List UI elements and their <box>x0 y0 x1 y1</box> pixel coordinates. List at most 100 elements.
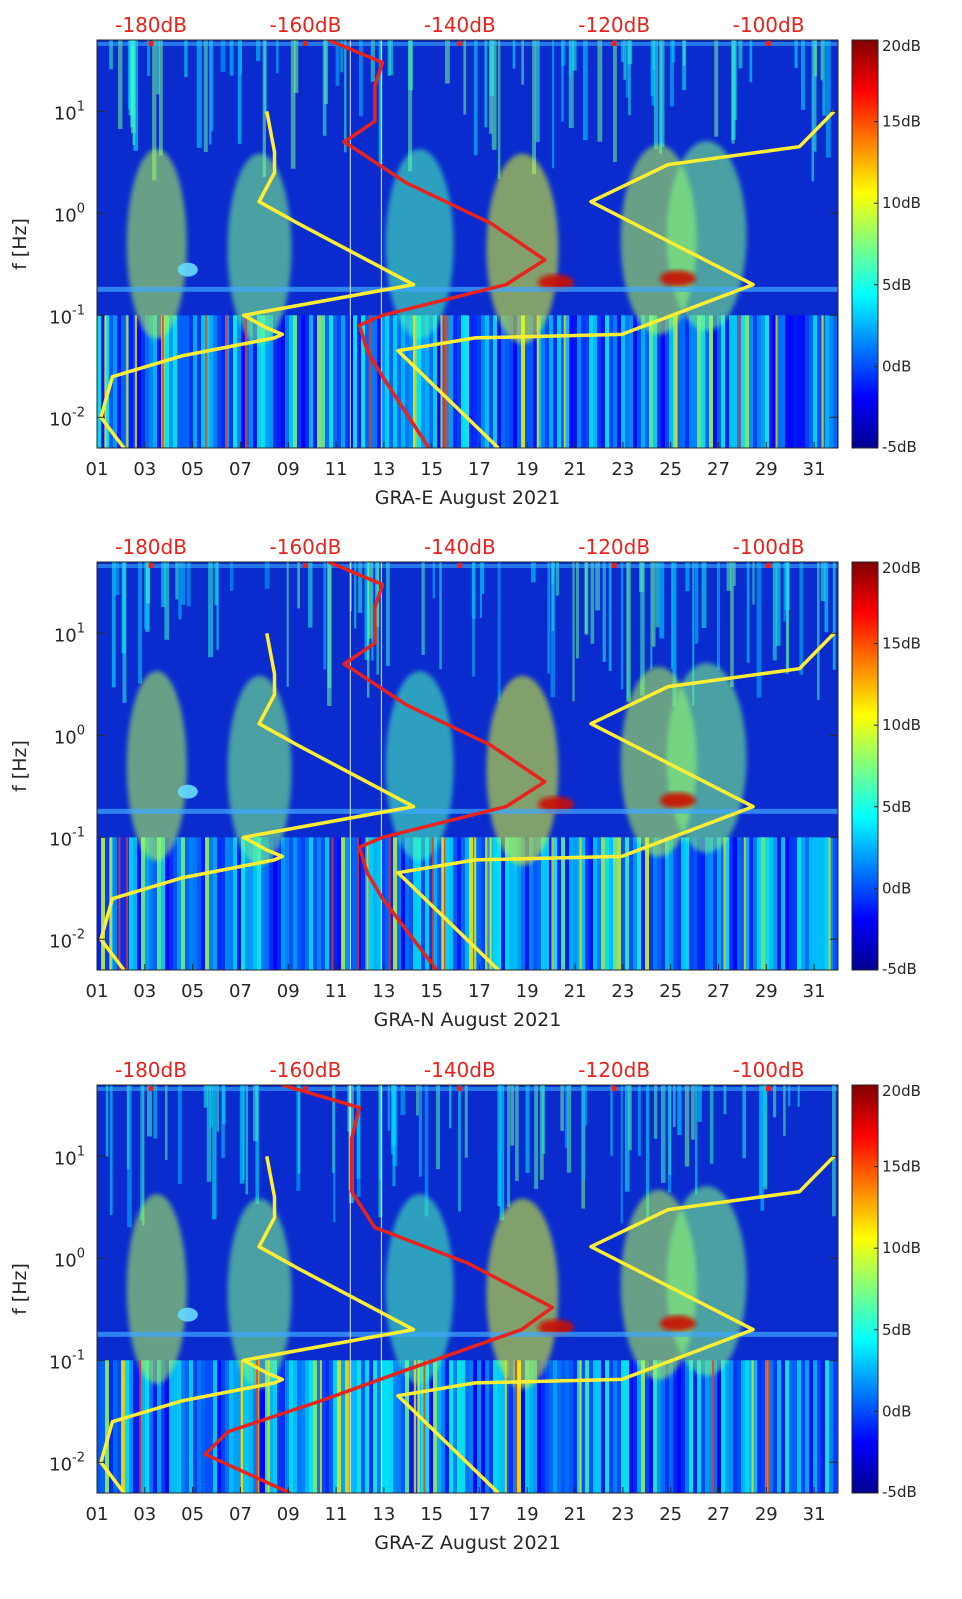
colorbar-label: 10dB <box>882 194 921 212</box>
heatmap-column <box>737 1360 741 1493</box>
heatmap-streak <box>650 562 653 670</box>
heatmap-streak <box>590 562 595 644</box>
heatmap-column <box>545 837 549 970</box>
heatmap-column <box>117 315 121 448</box>
heatmap-streak <box>610 1085 613 1156</box>
heatmap-column <box>293 1360 297 1493</box>
heatmap-column <box>501 315 505 448</box>
heatmap-streak <box>784 562 790 610</box>
x-tick-label: 27 <box>707 459 730 480</box>
heatmap-column <box>225 1360 229 1493</box>
heatmap-column <box>377 837 381 970</box>
heatmap-streak <box>752 562 755 605</box>
heatmap-column <box>321 315 325 448</box>
heatmap-column <box>481 1360 485 1493</box>
heatmap-streak <box>749 40 753 83</box>
x-tick-label: 25 <box>659 459 682 480</box>
heatmap-column <box>457 837 461 970</box>
heatmap-column <box>701 315 705 448</box>
heatmap-streak <box>335 40 340 86</box>
heatmap-spike <box>579 1360 582 1493</box>
heatmap-column <box>829 837 833 970</box>
heatmap-column <box>493 1360 497 1493</box>
heatmap-column <box>705 837 709 970</box>
heatmap-column <box>141 315 145 448</box>
y-axis-label: f [Hz] <box>9 1263 31 1315</box>
top-db-tick <box>302 1086 308 1091</box>
heatmap-column <box>129 315 133 448</box>
heatmap-column <box>117 1360 121 1493</box>
heatmap-streak <box>214 562 218 606</box>
heatmap-column <box>541 1360 545 1493</box>
y-tick-label: 101 <box>54 99 85 124</box>
heatmap-column <box>273 315 277 448</box>
heatmap-streak <box>521 40 524 85</box>
heatmap-streak <box>262 40 266 177</box>
top-db-tick <box>302 563 308 568</box>
heatmap-spike <box>712 1360 715 1493</box>
heatmap-column <box>441 315 445 448</box>
heatmap-streak <box>142 1085 145 1226</box>
heatmap-column <box>749 315 753 448</box>
heatmap-column <box>121 837 125 970</box>
heatmap-column <box>557 1360 561 1493</box>
heatmap-column <box>409 837 413 970</box>
heatmap-column <box>129 837 133 970</box>
heatmap-column <box>173 837 177 970</box>
heatmap-peak <box>659 792 696 809</box>
heatmap-column <box>297 837 301 970</box>
heatmap-streak <box>497 1085 501 1207</box>
heatmap-column <box>721 837 725 970</box>
heatmap-column <box>293 837 297 970</box>
heatmap-streak <box>237 40 242 144</box>
heatmap-streak <box>532 40 537 175</box>
heatmap-streak <box>458 1085 461 1212</box>
x-axis-label: GRA-N August 2021 <box>374 1009 562 1031</box>
heatmap-column <box>581 1360 585 1493</box>
x-tick-label: 25 <box>659 981 682 1002</box>
heatmap-column <box>573 837 577 970</box>
heatmap-column <box>653 315 657 448</box>
heatmap-column <box>393 1360 397 1493</box>
heatmap-column <box>729 837 733 970</box>
heatmap-column <box>657 837 661 970</box>
heatmap-streak <box>608 562 612 672</box>
heatmap-column <box>297 1360 301 1493</box>
colorbar <box>851 39 879 449</box>
y-axis-label: f [Hz] <box>9 740 31 792</box>
heatmap-column <box>681 1360 685 1493</box>
heatmap-spike <box>423 1360 426 1493</box>
heatmap-streak <box>184 40 188 77</box>
heatmap-streak <box>491 40 497 150</box>
heatmap-streak <box>723 1085 727 1115</box>
y-tick-base: 10 <box>49 307 72 328</box>
heatmap-streak <box>685 562 690 592</box>
heatmap-streak <box>756 562 762 698</box>
heatmap-column <box>125 1360 129 1493</box>
heatmap-column <box>333 837 337 970</box>
heatmap-column <box>633 315 637 448</box>
heatmap-column <box>101 1360 105 1493</box>
heatmap-column <box>309 315 313 448</box>
heatmap-streak <box>760 1085 765 1211</box>
heatmap-column <box>609 315 613 448</box>
heatmap-streak <box>602 562 606 662</box>
heatmap-streak <box>813 40 817 152</box>
heatmap-streak <box>651 562 656 647</box>
heatmap-streak <box>695 1085 698 1195</box>
x-tick-label: 01 <box>86 459 109 480</box>
heatmap-column <box>301 315 305 448</box>
top-db-tick <box>302 41 308 46</box>
heatmap-streak <box>418 1085 422 1177</box>
top-db-tick <box>457 563 463 568</box>
heatmap-column <box>397 837 401 970</box>
heatmap-column <box>565 315 569 448</box>
heatmap-column <box>361 315 365 448</box>
heatmap-column <box>221 1360 225 1493</box>
heatmap-column <box>597 837 601 970</box>
heatmap-column <box>781 837 785 970</box>
heatmap-streak <box>620 562 624 690</box>
heatmap-streak <box>628 40 631 116</box>
heatmap-column <box>425 315 429 448</box>
heatmap-column <box>553 1360 557 1493</box>
